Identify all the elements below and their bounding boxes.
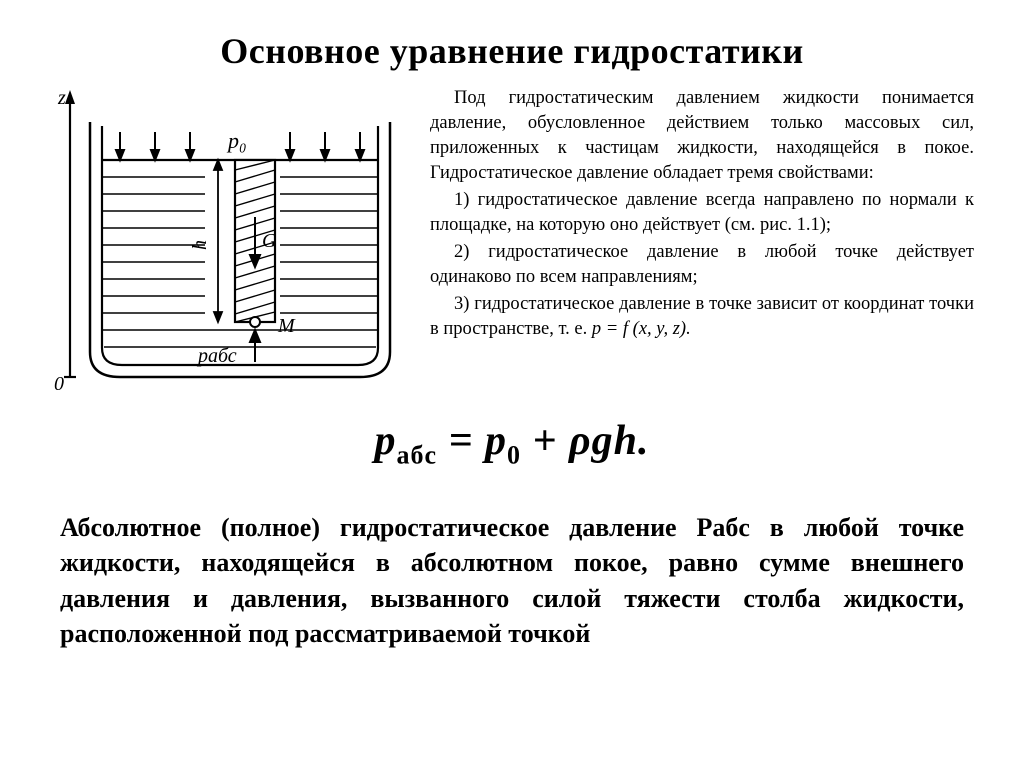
axis-z-label: z — [57, 87, 66, 109]
axis-origin-label: 0 — [54, 373, 64, 392]
definition-text: Абсолютное (полное) гидростатическое дав… — [50, 510, 974, 650]
page-title: Основное уравнение гидростатики — [50, 30, 974, 72]
property-1: 1) гидростатическое давление всегда напр… — [430, 188, 974, 238]
h-label: h — [189, 240, 211, 250]
property-2: 2) гидростатическое давление в любой точ… — [430, 240, 974, 290]
pressure-arrow — [186, 132, 194, 160]
pressure-arrow — [116, 132, 124, 160]
diagram-container: z 0 p₀ — [50, 82, 410, 392]
main-equation: pабс = p0 + ρgh. — [50, 417, 974, 470]
properties-text: Под гидростатическим давлением жидкости … — [430, 82, 974, 392]
intro-lead: Под гидростатическим давлением жидкости … — [430, 86, 974, 186]
hydrostatics-diagram: z 0 p₀ — [50, 82, 410, 392]
pressure-arrow — [356, 132, 364, 160]
p0-label: p₀ — [226, 128, 247, 153]
pressure-arrow — [286, 132, 294, 160]
g-label: G — [262, 230, 277, 252]
top-section: z 0 p₀ — [50, 82, 974, 392]
pressure-arrow — [151, 132, 159, 160]
pressure-arrow — [321, 132, 329, 160]
m-label: M — [277, 315, 296, 337]
pabs-label: pабс — [196, 345, 237, 367]
property-3: 3) гидростатическое давление в точке зав… — [430, 292, 974, 342]
